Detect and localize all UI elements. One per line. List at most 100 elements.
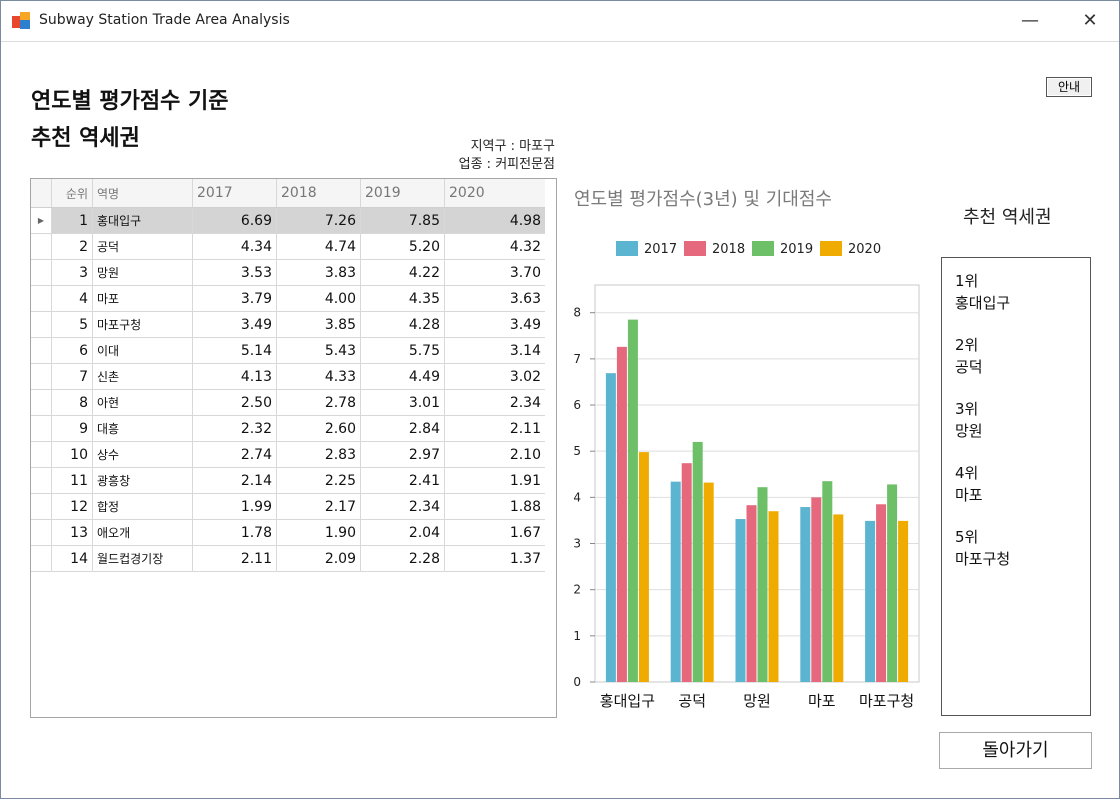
cell-station[interactable]: 공덕 — [92, 233, 193, 260]
table-row[interactable]: 4 마포 3.79 4.00 4.35 3.63 — [31, 285, 545, 312]
col-header-2018[interactable]: 2018 — [276, 179, 361, 208]
bar[interactable] — [811, 497, 822, 682]
table-row[interactable]: 7 신촌 4.13 4.33 4.49 3.02 — [31, 363, 545, 390]
cell-score[interactable]: 1.78 — [192, 519, 277, 546]
cell-score[interactable]: 2.28 — [360, 545, 445, 572]
table-row[interactable]: 8 아현 2.50 2.78 3.01 2.34 — [31, 389, 545, 416]
close-button[interactable]: ✕ — [1082, 10, 1098, 31]
cell-rank[interactable]: 3 — [51, 259, 93, 286]
cell-score[interactable]: 6.69 — [192, 207, 277, 234]
col-header-2019[interactable]: 2019 — [360, 179, 445, 208]
table-row[interactable]: 14 월드컵경기장 2.11 2.09 2.28 1.37 — [31, 545, 545, 572]
bar[interactable] — [865, 520, 876, 682]
cell-station[interactable]: 마포구청 — [92, 311, 193, 338]
bar[interactable] — [887, 484, 898, 682]
cell-station[interactable]: 합정 — [92, 493, 193, 520]
cell-rank[interactable]: 10 — [51, 441, 93, 468]
cell-rank[interactable]: 11 — [51, 467, 93, 494]
cell-station[interactable]: 애오개 — [92, 519, 193, 546]
bar[interactable] — [800, 507, 811, 682]
col-header-2017[interactable]: 2017 — [192, 179, 277, 208]
cell-rank[interactable]: 7 — [51, 363, 93, 390]
table-row[interactable]: 6 이대 5.14 5.43 5.75 3.14 — [31, 337, 545, 364]
cell-station[interactable]: 이대 — [92, 337, 193, 364]
cell-score[interactable]: 2.34 — [360, 493, 445, 520]
cell-score[interactable]: 1.90 — [276, 519, 361, 546]
cell-score[interactable]: 2.10 — [444, 441, 545, 468]
cell-station[interactable]: 광흥창 — [92, 467, 193, 494]
bar[interactable] — [898, 520, 909, 682]
cell-score[interactable]: 5.14 — [192, 337, 277, 364]
cell-rank[interactable]: 6 — [51, 337, 93, 364]
bar[interactable] — [757, 487, 768, 682]
cell-score[interactable]: 2.50 — [192, 389, 277, 416]
cell-score[interactable]: 2.34 — [444, 389, 545, 416]
bar[interactable] — [746, 505, 757, 682]
cell-score[interactable]: 2.04 — [360, 519, 445, 546]
cell-score[interactable]: 3.79 — [192, 285, 277, 312]
bar[interactable] — [703, 482, 714, 682]
cell-score[interactable]: 2.83 — [276, 441, 361, 468]
cell-score[interactable]: 3.02 — [444, 363, 545, 390]
cell-score[interactable]: 7.26 — [276, 207, 361, 234]
cell-score[interactable]: 3.70 — [444, 259, 545, 286]
cell-score[interactable]: 5.43 — [276, 337, 361, 364]
cell-score[interactable]: 1.88 — [444, 493, 545, 520]
bar[interactable] — [768, 511, 779, 682]
cell-score[interactable]: 3.83 — [276, 259, 361, 286]
cell-score[interactable]: 2.78 — [276, 389, 361, 416]
table-row[interactable]: 13 애오개 1.78 1.90 2.04 1.67 — [31, 519, 545, 546]
cell-score[interactable]: 4.98 — [444, 207, 545, 234]
table-row[interactable]: 5 마포구청 3.49 3.85 4.28 3.49 — [31, 311, 545, 338]
cell-score[interactable]: 2.97 — [360, 441, 445, 468]
cell-score[interactable]: 2.25 — [276, 467, 361, 494]
table-row[interactable]: 10 상수 2.74 2.83 2.97 2.10 — [31, 441, 545, 468]
cell-score[interactable]: 1.67 — [444, 519, 545, 546]
bar[interactable] — [627, 319, 638, 682]
table-row[interactable]: 9 대흥 2.32 2.60 2.84 2.11 — [31, 415, 545, 442]
back-button[interactable]: 돌아가기 — [939, 732, 1092, 769]
cell-station[interactable]: 마포 — [92, 285, 193, 312]
table-row[interactable]: ▶ 1 홍대입구 6.69 7.26 7.85 4.98 — [31, 207, 545, 234]
table-row[interactable]: 11 광흥창 2.14 2.25 2.41 1.91 — [31, 467, 545, 494]
cell-score[interactable]: 7.85 — [360, 207, 445, 234]
cell-rank[interactable]: 4 — [51, 285, 93, 312]
cell-score[interactable]: 2.09 — [276, 545, 361, 572]
cell-score[interactable]: 3.85 — [276, 311, 361, 338]
cell-score[interactable]: 3.14 — [444, 337, 545, 364]
cell-rank[interactable]: 5 — [51, 311, 93, 338]
cell-score[interactable]: 3.49 — [444, 311, 545, 338]
bar[interactable] — [692, 441, 703, 682]
cell-score[interactable]: 4.28 — [360, 311, 445, 338]
cell-score[interactable]: 2.41 — [360, 467, 445, 494]
bar[interactable] — [616, 346, 627, 682]
table-row[interactable]: 3 망원 3.53 3.83 4.22 3.70 — [31, 259, 545, 286]
cell-score[interactable]: 2.11 — [192, 545, 277, 572]
cell-rank[interactable]: 2 — [51, 233, 93, 260]
cell-score[interactable]: 5.20 — [360, 233, 445, 260]
cell-score[interactable]: 1.99 — [192, 493, 277, 520]
cell-score[interactable]: 4.13 — [192, 363, 277, 390]
cell-score[interactable]: 4.35 — [360, 285, 445, 312]
cell-score[interactable]: 4.33 — [276, 363, 361, 390]
cell-score[interactable]: 4.32 — [444, 233, 545, 260]
cell-station[interactable]: 상수 — [92, 441, 193, 468]
cell-score[interactable]: 3.53 — [192, 259, 277, 286]
bar[interactable] — [735, 519, 746, 682]
cell-score[interactable]: 4.74 — [276, 233, 361, 260]
table-row[interactable]: 2 공덕 4.34 4.74 5.20 4.32 — [31, 233, 545, 260]
cell-score[interactable]: 2.84 — [360, 415, 445, 442]
bar[interactable] — [670, 481, 681, 682]
cell-score[interactable]: 2.14 — [192, 467, 277, 494]
cell-station[interactable]: 월드컵경기장 — [92, 545, 193, 572]
bar[interactable] — [833, 514, 844, 682]
cell-score[interactable]: 4.34 — [192, 233, 277, 260]
cell-score[interactable]: 1.37 — [444, 545, 545, 572]
cell-rank[interactable]: 9 — [51, 415, 93, 442]
cell-score[interactable]: 3.63 — [444, 285, 545, 312]
cell-score[interactable]: 3.49 — [192, 311, 277, 338]
col-header-station[interactable]: 역명 — [92, 179, 193, 208]
cell-station[interactable]: 홍대입구 — [92, 207, 193, 234]
bar[interactable] — [822, 481, 833, 682]
cell-score[interactable]: 3.01 — [360, 389, 445, 416]
